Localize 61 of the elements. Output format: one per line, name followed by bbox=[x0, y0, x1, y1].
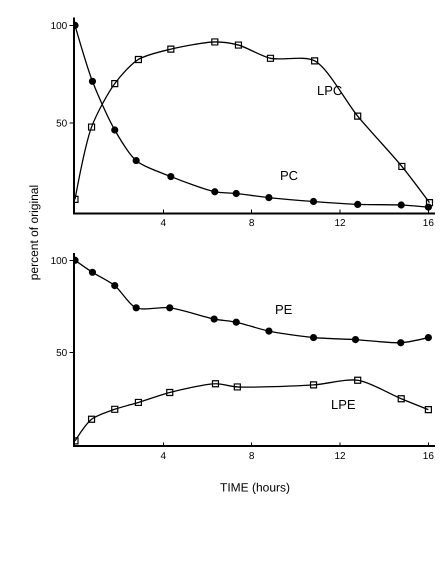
y-tick-label: 100 bbox=[50, 256, 68, 267]
point bbox=[111, 406, 118, 413]
point bbox=[266, 54, 274, 62]
x-tick-label: 4 bbox=[160, 218, 167, 230]
point bbox=[166, 388, 174, 396]
point bbox=[265, 327, 273, 335]
y-tick-label: 100 bbox=[50, 20, 68, 32]
y-axis-title: percent of original bbox=[26, 184, 41, 280]
point bbox=[134, 56, 142, 64]
point bbox=[311, 57, 318, 64]
point bbox=[310, 198, 318, 206]
point bbox=[211, 188, 218, 196]
point bbox=[167, 46, 174, 53]
point bbox=[166, 304, 174, 312]
point bbox=[397, 339, 404, 346]
point bbox=[232, 318, 240, 326]
point bbox=[88, 123, 96, 131]
point bbox=[111, 80, 118, 88]
x-tick-label: 12 bbox=[334, 450, 346, 462]
point bbox=[212, 380, 220, 388]
x-tick-label: 16 bbox=[422, 450, 434, 462]
point bbox=[234, 383, 241, 391]
point bbox=[424, 204, 432, 211]
point bbox=[111, 126, 118, 134]
point bbox=[398, 395, 405, 402]
point bbox=[354, 376, 362, 384]
point bbox=[88, 78, 96, 85]
x-tick-label: 8 bbox=[248, 450, 255, 462]
x-tick-label: 16 bbox=[422, 218, 434, 230]
point bbox=[111, 282, 118, 290]
x-tick-label: 8 bbox=[248, 218, 255, 230]
point bbox=[88, 416, 96, 423]
point bbox=[167, 172, 174, 180]
point bbox=[132, 304, 140, 312]
point bbox=[211, 38, 218, 46]
point bbox=[426, 199, 434, 206]
point bbox=[352, 336, 360, 344]
x-tick-label: 4 bbox=[160, 450, 167, 462]
point bbox=[134, 398, 142, 406]
series-label: LPC bbox=[317, 83, 342, 98]
x-tick-label: 12 bbox=[334, 218, 346, 230]
point bbox=[132, 156, 140, 164]
point bbox=[310, 381, 318, 388]
point bbox=[310, 334, 318, 342]
x-axis-title: TIME (hours) bbox=[220, 480, 290, 494]
point bbox=[210, 315, 218, 323]
y-tick-label: 50 bbox=[56, 118, 68, 130]
point bbox=[88, 268, 96, 276]
point bbox=[354, 200, 362, 208]
point bbox=[354, 112, 362, 120]
point bbox=[265, 194, 273, 202]
series-label: PC bbox=[280, 168, 298, 183]
point bbox=[232, 190, 240, 198]
y-tick-label: 50 bbox=[56, 348, 68, 360]
point bbox=[398, 162, 406, 170]
point bbox=[424, 334, 432, 342]
point bbox=[234, 41, 242, 49]
point bbox=[424, 406, 432, 414]
series-label: LPE bbox=[331, 397, 356, 412]
point bbox=[398, 201, 405, 209]
series-label: PE bbox=[275, 302, 293, 317]
